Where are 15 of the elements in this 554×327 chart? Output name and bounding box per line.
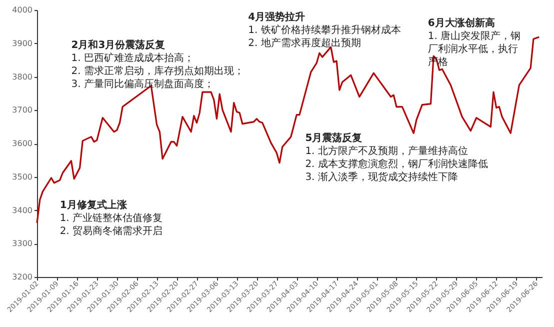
y-tick-label: 3300 [12, 239, 32, 248]
text: 4月强势拉升 1. 铁矿价格持续攀升推升钢材成本 2. 地产需求再度超出预期 [248, 12, 401, 50]
y-tick-label: 3800 [12, 72, 32, 82]
y-tick-label: 3900 [12, 38, 32, 48]
text: 6月大涨创新高 1. 唐山突发限产，钢 [428, 18, 521, 42]
y-tick-label: 3600 [12, 139, 32, 148]
y-tick-label: 3400 [12, 206, 32, 215]
y-tick-label: 3500 [12, 172, 32, 182]
y-tick-label: 4000 [12, 6, 32, 14]
annotation: 厂利润水平低，执行 [428, 43, 518, 56]
text: 2月和3月份震荡反复 1. 巴西矿难造成成本抬高； 2. 需求正常启动，库存拐点如期出现； 3. 产量同比偏高压制盘面高度； [71, 40, 244, 90]
y-tick-label: 3200 [12, 272, 32, 282]
text: 1月修复式上涨 1. 产业链整体估值修复 2. 贸易商冬储需求开启 [60, 200, 163, 237]
y-tick-label: 3700 [12, 106, 32, 115]
text: 5月震荡反复 1. 北方限产不及预期，产量维持高位 2. 成本支撑愈演愈烈，钢厂利润快速降低 3. 渐入淡季，现货成交持续性下降 [305, 132, 488, 183]
